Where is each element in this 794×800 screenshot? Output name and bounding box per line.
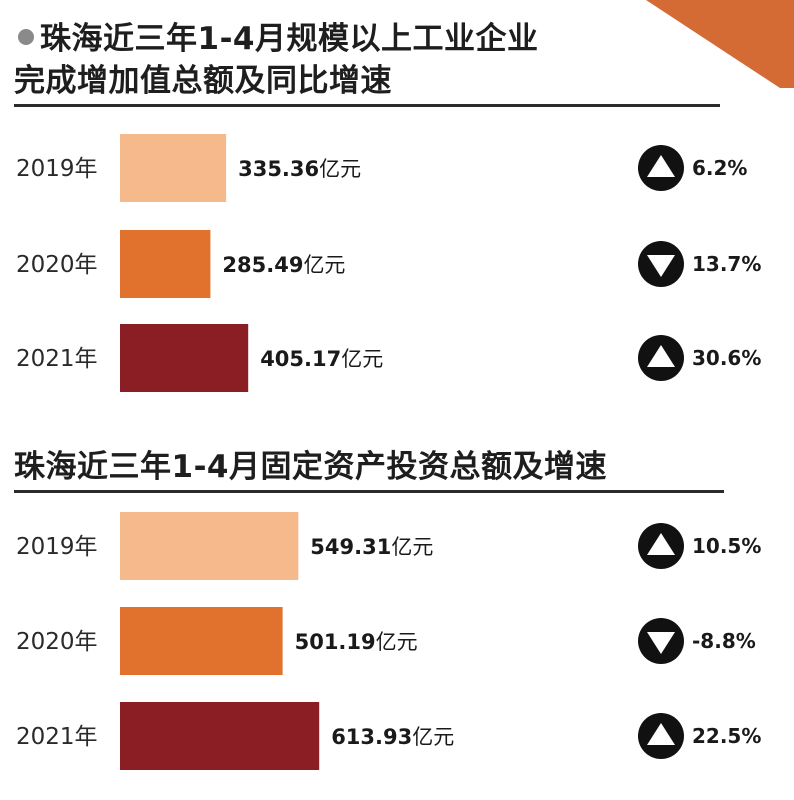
value-label: 335.36亿元 [238,157,361,181]
growth-label: 22.5% [692,724,761,748]
chart-1-title-line-2: 完成增加值总额及同比增速 [14,63,392,99]
corner-accent [646,0,794,88]
chart-1-rule [14,104,720,107]
value-label: 285.49亿元 [222,253,345,277]
year-label: 2019年 [16,534,98,560]
bar-2021年 [120,702,320,770]
arrow-down-icon [638,618,684,664]
growth-label: 30.6% [692,346,761,370]
value-unit: 亿元 [412,725,454,749]
chart-1-title-line-1: 珠海近三年1-4月规模以上工业企业 [40,21,539,57]
chart-2-title-line-1: 珠海近三年1-4月固定资产投资总额及增速 [14,449,608,485]
year-label: 2019年 [16,156,98,182]
growth-label: -8.8% [692,629,756,653]
arrow-up-icon [638,145,684,191]
chart-2-svg: 2019年 549.31亿元 10.5% 2020年 501.19亿元 -8.8% 2021… [16,512,761,770]
bar-2021年 [120,324,249,392]
chart-1: 2019年 335.36亿元 6.2% 2020年 285.49亿元 13.7% 2021年… [0,120,794,410]
bar-2020年 [120,230,211,298]
value-label: 501.19亿元 [295,630,418,654]
growth-label: 10.5% [692,534,761,558]
chart-2-title: 珠海近三年1-4月固定资产投资总额及增速 [14,446,607,488]
growth-label: 13.7% [692,252,761,276]
chart-1-title: 珠海近三年1-4月规模以上工业企业 [18,18,539,60]
bar-2020年 [120,607,283,675]
year-label: 2021年 [16,346,98,372]
chart-2: 2019年 549.31亿元 10.5% 2020年 501.19亿元 -8.8% 2021… [0,500,794,790]
value-label: 549.31亿元 [310,535,433,559]
arrow-up-icon [638,335,684,381]
chart-1-title-line-2-wrap: 完成增加值总额及同比增速 [14,60,392,102]
bullet-dot-icon [18,29,34,45]
year-label: 2020年 [16,629,98,655]
growth-label: 6.2% [692,156,747,180]
value-unit: 亿元 [319,157,361,181]
value-unit: 亿元 [391,535,433,559]
value-label: 613.93亿元 [331,725,454,749]
year-label: 2020年 [16,252,98,278]
value-unit: 亿元 [341,347,383,371]
chart-2-rule [14,490,724,493]
year-label: 2021年 [16,724,98,750]
value-unit: 亿元 [303,253,345,277]
value-unit: 亿元 [376,630,418,654]
arrow-up-icon [638,713,684,759]
bar-2019年 [120,512,299,580]
bar-2019年 [120,134,227,202]
arrow-up-icon [638,523,684,569]
value-label: 405.17亿元 [260,347,383,371]
chart-1-svg: 2019年 335.36亿元 6.2% 2020年 285.49亿元 13.7% 2021年… [16,134,761,392]
arrow-down-icon [638,241,684,287]
